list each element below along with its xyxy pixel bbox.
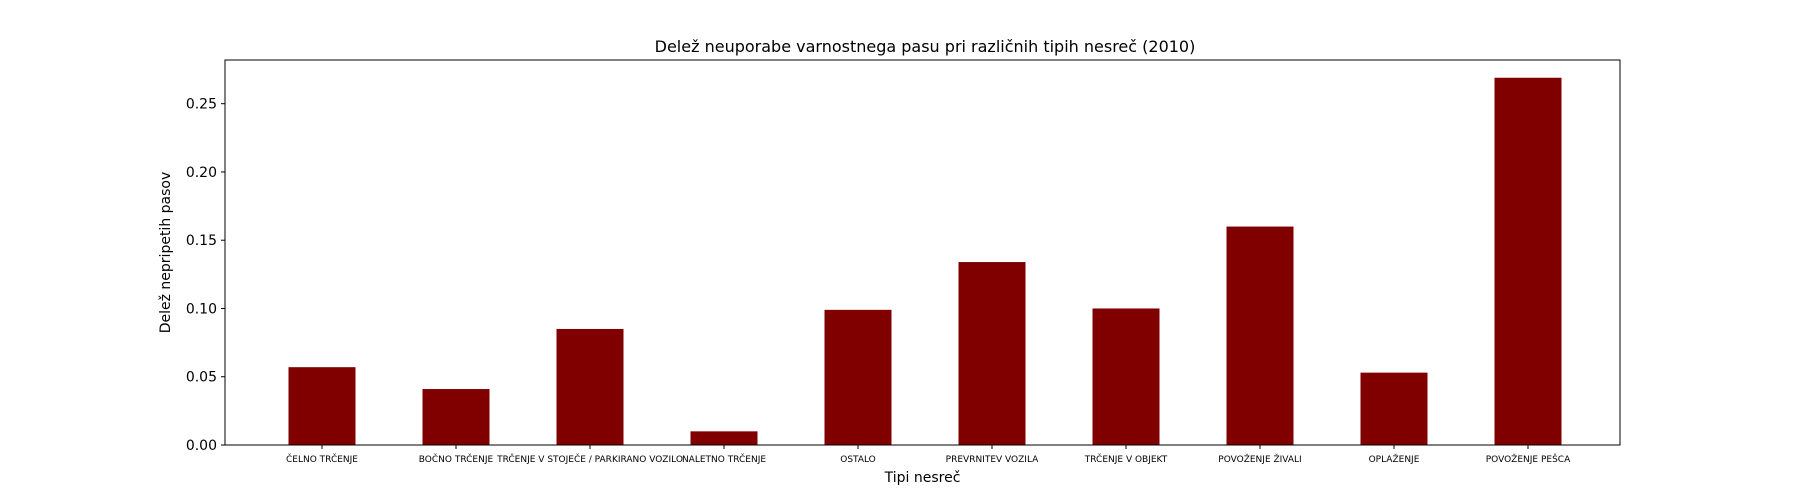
x-tick-label: NALETNO TRČENJE <box>682 453 766 465</box>
bar <box>1494 77 1562 445</box>
y-tick-label: 0.00 <box>186 438 217 454</box>
x-tick-label: TRČENJE V OBJEKT <box>1084 453 1168 465</box>
x-tick-label: ČELNO TRČENJE <box>286 453 358 465</box>
x-tick-label: TRČENJE V STOJEČE / PARKIRANO VOZILO <box>496 453 683 465</box>
x-tick-label: POVOŽENJE PEŠCA <box>1486 453 1571 465</box>
bars-group <box>288 77 1562 445</box>
y-tick-label: 0.10 <box>186 301 217 317</box>
y-tick-label: 0.15 <box>186 233 217 249</box>
bar <box>1226 226 1294 445</box>
x-tick-label: OPLAŽENJE <box>1369 453 1420 465</box>
bar <box>1360 372 1428 445</box>
chart-title: Delež neuporabe varnostnega pasu pri raz… <box>655 37 1196 56</box>
x-tick-label: OSTALO <box>840 455 876 465</box>
y-tick-label: 0.05 <box>186 370 217 386</box>
x-axis-ticks: ČELNO TRČENJE BOČNO TRČENJE TRČENJE V STOJ… <box>286 445 1571 465</box>
y-tick-label: 0.25 <box>186 97 217 113</box>
bar <box>288 367 356 445</box>
bar <box>824 309 892 445</box>
plot-frame <box>224 59 1621 446</box>
y-tick-label: 0.20 <box>186 165 217 181</box>
bar <box>958 262 1026 445</box>
y-axis-ticks: 0.00 0.05 0.10 0.15 0.20 0.25 <box>186 97 225 454</box>
bar <box>690 431 758 445</box>
x-tick-label: PREVRNITEV VOZILA <box>946 455 1039 465</box>
bar <box>1092 308 1160 445</box>
x-tick-label: POVOŽENJE ŽIVALI <box>1218 453 1301 465</box>
x-tick-label: BOČNO TRČENJE <box>419 453 494 465</box>
bar <box>556 328 624 445</box>
y-axis-label: Delež nepripetih pasov <box>158 172 174 334</box>
x-axis-label: Tipi nesreč <box>884 470 961 486</box>
bar <box>422 389 490 445</box>
